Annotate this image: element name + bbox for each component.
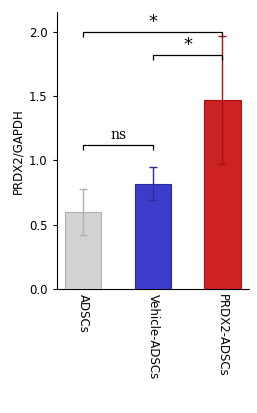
Text: *: * (183, 36, 192, 54)
Bar (65, 212, 102, 289)
Y-axis label: PRDX2/GAPDH: PRDX2/GAPDH (12, 108, 25, 194)
Bar (135, 183, 171, 289)
Text: *: * (148, 13, 158, 31)
Bar (204, 100, 241, 289)
Text: ns: ns (110, 128, 126, 142)
